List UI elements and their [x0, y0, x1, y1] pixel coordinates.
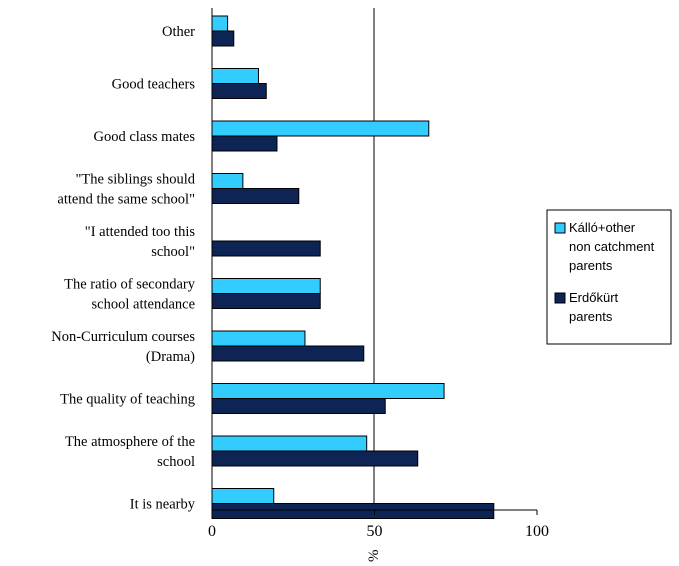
bar-s1-c5	[211, 293, 321, 309]
bar-s0-c1	[211, 68, 259, 84]
legend-box	[546, 209, 672, 345]
bar-s1-c7	[211, 398, 386, 414]
category-label-0-line-0: Other	[162, 24, 195, 40]
bar-s0-c0	[211, 15, 229, 32]
category-label-7-line-0: The quality of teaching	[60, 392, 195, 408]
category-label-6-line-1: (Drama)	[146, 349, 195, 365]
category-labels: Other Good teachers Good class mates "The s…	[51, 24, 196, 513]
bar-s1-c0	[211, 30, 235, 47]
x-tick-label-100: 100	[525, 523, 549, 540]
legend-swatch-1	[554, 292, 566, 304]
bar-s1-c2	[211, 135, 278, 152]
category-label-1-line-0: Good teachers	[112, 77, 196, 93]
bar-s0-c2	[211, 120, 430, 137]
bar-s0-c9	[211, 488, 275, 504]
x-axis-ticks: 0 50 100	[208, 510, 549, 540]
legend-label-0-line-2: parents	[569, 258, 613, 273]
legend: Kálló+other non catchment parents Erdőkürt p…	[546, 209, 672, 345]
bar-s1-c8	[211, 450, 419, 467]
category-label-5-line-0: The ratio of secondary	[64, 277, 196, 293]
category-label-8-line-0: The atmosphere of the	[65, 434, 195, 450]
legend-label-0-line-1: non catchment	[569, 239, 655, 254]
category-label-3-line-0: "The siblings should	[75, 172, 195, 188]
category-label-4-line-1: school"	[151, 244, 195, 260]
category-label-2-line-0: Good class mates	[94, 129, 196, 145]
category-label-8-line-1: school	[157, 454, 195, 470]
category-label-6-line-0: Non-Curriculum courses	[51, 329, 195, 345]
plot-area	[211, 8, 537, 519]
bar-s0-c3	[211, 173, 244, 189]
legend-label-1-line-1: parents	[569, 309, 613, 324]
bar-s1-c9	[211, 503, 495, 519]
x-axis-title: %	[366, 550, 382, 563]
legend-swatch-0	[554, 222, 566, 234]
bar-s1-c4	[211, 240, 321, 257]
bar-s1-c3	[211, 188, 300, 204]
bar-s0-c5	[211, 278, 321, 294]
category-label-4-line-0: "I attended too this	[85, 224, 196, 240]
x-tick-label-0: 0	[208, 523, 216, 540]
legend-label-0-line-0: Kálló+other	[569, 220, 636, 235]
bar-s0-c6	[211, 330, 306, 347]
bar-s0-c8	[211, 435, 368, 452]
x-tick-label-50: 50	[367, 523, 383, 540]
bar-s1-c6	[211, 345, 365, 362]
bar-s0-c7	[211, 383, 445, 399]
category-label-9-line-0: It is nearby	[130, 497, 196, 513]
category-label-3-line-1: attend the same school"	[57, 192, 195, 208]
category-label-5-line-1: school attendance	[92, 297, 195, 313]
bar-s1-c1	[211, 83, 267, 99]
bars-group	[211, 15, 495, 519]
legend-label-1-line-0: Erdőkürt	[569, 290, 619, 305]
